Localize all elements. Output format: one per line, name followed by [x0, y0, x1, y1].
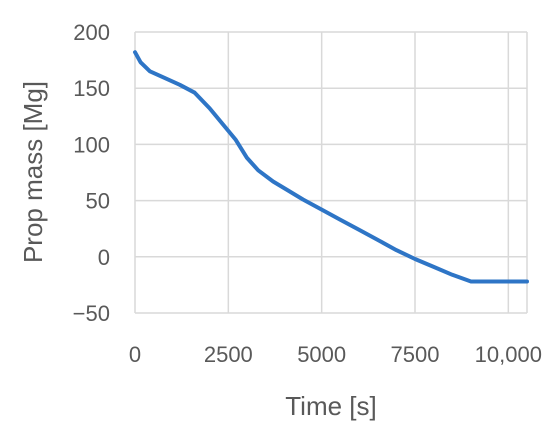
x-tick-label: 0: [129, 342, 141, 367]
grid-lines: [134, 31, 528, 314]
x-tick-label: 2500: [204, 342, 253, 367]
y-tick-label: 150: [73, 76, 110, 101]
y-tick-label: 0: [98, 245, 110, 270]
y-tick-label: 100: [73, 132, 110, 157]
y-tick-label: 50: [86, 189, 110, 214]
y-tick-labels: −50 0 50 100 150 200: [73, 20, 110, 326]
y-axis-title: Prop mass [Mg]: [18, 81, 48, 263]
x-tick-label: 10,000: [475, 342, 542, 367]
y-tick-label: 200: [73, 20, 110, 45]
series-layer: [133, 50, 529, 284]
x-tick-labels: 0 2500 5000 7500 10,000: [129, 342, 542, 367]
x-tick-label: 5000: [297, 342, 346, 367]
y-tick-label: −50: [73, 301, 110, 326]
x-tick-label: 7500: [391, 342, 440, 367]
series-line: [133, 50, 529, 284]
x-axis-title: Time [s]: [285, 391, 376, 421]
